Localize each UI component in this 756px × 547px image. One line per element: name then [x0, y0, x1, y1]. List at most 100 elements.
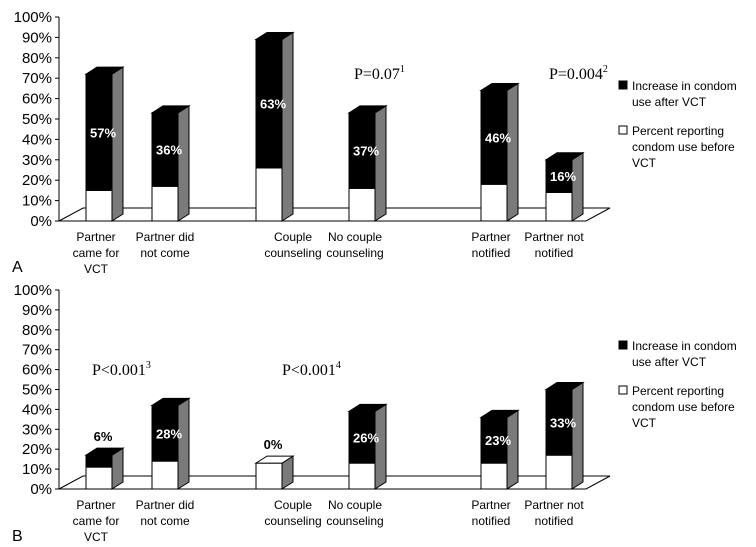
x-tick-label: No couple counseling: [326, 230, 383, 260]
bar-segment-increase: [545, 389, 573, 456]
bar-top-face: [479, 409, 520, 418]
y-tick-label: 80%: [22, 50, 52, 67]
data-label: 57%: [90, 125, 116, 140]
bar-segment-before: [151, 185, 179, 222]
bar-side-face: [506, 82, 519, 222]
bar-segment-increase: [255, 38, 283, 169]
y-tick-label: 0%: [30, 213, 52, 230]
legend-entry: Percent reporting condom use before VCT: [632, 124, 735, 170]
panel-label: B: [12, 528, 23, 545]
bar-top-face: [254, 31, 295, 40]
bar-segment-before: [480, 183, 508, 222]
x-tick-label: Partner came for VCT: [73, 498, 120, 544]
p-value-annotation: P<0.0014: [282, 360, 341, 379]
bar-segment-increase: [151, 112, 179, 187]
bar-top-face: [150, 105, 191, 114]
x-tick-label: Couple counseling: [264, 498, 321, 528]
y-tick-label: 20%: [22, 441, 52, 458]
panel-a-chart: 0% 10% 20% 30% 40% 50% 60% 70% 80% 90% 100% 57% Part…: [12, 9, 737, 276]
bar-top-face: [544, 152, 585, 161]
chart-floor: [58, 207, 611, 222]
bar-segment-increase: [85, 454, 113, 468]
bar-side-face: [374, 104, 387, 222]
y-tick-label: 90%: [22, 29, 52, 46]
bar-segment-before: [255, 167, 283, 222]
y-tick-label: 30%: [22, 152, 52, 169]
p-value-annotation: P<0.0013: [92, 360, 151, 379]
bar-top-face: [254, 455, 295, 464]
p-value-annotation: P=0.071: [354, 64, 405, 83]
data-label: 16%: [550, 169, 576, 184]
bar-segment-before: [85, 189, 113, 222]
y-tick-label: 60%: [22, 91, 52, 108]
y-tick-label: 70%: [22, 342, 52, 359]
legend-swatch: [618, 385, 628, 395]
panel-b-chart: 0% 10% 20% 30% 40% 50% 60% 70% 80% 90% 100% 6% Partn…: [12, 282, 737, 545]
bar-side-face: [506, 409, 519, 490]
legend-swatch: [618, 340, 628, 350]
bar-top-face: [84, 66, 125, 75]
x-tick-label: Partner not notified: [524, 230, 584, 260]
y-tick-label: 90%: [22, 302, 52, 319]
bar-side-face: [281, 31, 294, 222]
y-tick-label: 100%: [14, 282, 52, 299]
bar-segment-before: [85, 466, 113, 490]
bar-side-face: [374, 403, 387, 490]
y-tick-label: 0%: [30, 481, 52, 498]
bar-top-face: [479, 82, 520, 91]
data-label: 36%: [156, 143, 182, 158]
y-tick-label: 40%: [22, 401, 52, 418]
bar-top-face: [150, 397, 191, 406]
bar-segment-before: [348, 462, 376, 490]
x-tick-label: No couple counseling: [326, 498, 383, 528]
bar-segment-before: [348, 187, 376, 222]
x-tick-label: Partner came for VCT: [73, 230, 120, 276]
bar-side-face: [111, 66, 124, 222]
bar-segment-increase: [151, 404, 179, 462]
bar-side-face: [571, 151, 584, 222]
bar-top-face: [84, 447, 125, 456]
data-label: 23%: [485, 433, 511, 448]
bar-segment-before: [545, 191, 573, 222]
x-tick-label: Partner not notified: [524, 498, 584, 528]
legend-entry: Percent reporting condom use before VCT: [632, 384, 735, 430]
chart-floor: [58, 475, 611, 490]
bar-top-face: [347, 105, 388, 114]
y-tick-label: 30%: [22, 421, 52, 438]
x-tick-label: Partner did not come: [136, 498, 195, 528]
legend-entry: Increase in condom use after VCT: [632, 79, 737, 109]
x-tick-label: Partner did not come: [136, 230, 195, 260]
y-tick-label: 10%: [22, 461, 52, 478]
bar-segment-increase: [85, 73, 113, 191]
bar-side-face: [177, 397, 190, 490]
p-value-annotation: P=0.0042: [549, 64, 608, 83]
bar-segment-increase: [545, 159, 573, 193]
panel-label: A: [12, 259, 23, 276]
data-label: 26%: [353, 430, 379, 445]
legend-swatch: [618, 125, 628, 135]
bar-segment-before: [545, 454, 573, 490]
y-tick-label: 80%: [22, 322, 52, 339]
data-label: 37%: [353, 144, 379, 159]
x-tick-label: Partner notified: [471, 498, 510, 528]
x-tick-label: Couple counseling: [264, 230, 321, 260]
y-tick-label: 40%: [22, 131, 52, 148]
bar-segment-before: [480, 462, 508, 490]
data-label: 33%: [550, 415, 576, 430]
y-tick-label: 60%: [22, 362, 52, 379]
bar-segment-before: [255, 462, 283, 490]
y-tick-label: 50%: [22, 111, 52, 128]
y-tick-label: 10%: [22, 193, 52, 210]
y-tick-label: 70%: [22, 70, 52, 87]
bar-segment-increase: [348, 410, 376, 464]
x-tick-label: Partner notified: [471, 230, 510, 260]
legend-entry: Increase in condom use after VCT: [632, 339, 737, 369]
legend-swatch: [618, 80, 628, 90]
y-tick-label: 50%: [22, 382, 52, 399]
y-tick-label: 20%: [22, 172, 52, 189]
bar-top-face: [544, 382, 585, 390]
data-label: 63%: [260, 97, 286, 112]
y-tick-label: 100%: [14, 9, 52, 26]
bar-side-face: [571, 381, 584, 490]
data-label: 0%: [264, 437, 283, 452]
